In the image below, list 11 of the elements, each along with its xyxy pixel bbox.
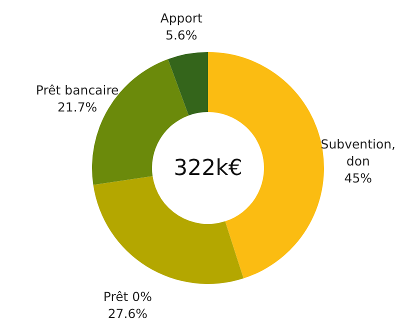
text: 322k€ <box>174 156 242 181</box>
data-label: 27.6% <box>108 306 148 322</box>
donut-slice <box>168 52 208 116</box>
donut-slice <box>93 176 244 284</box>
data-label: 21.7% <box>57 99 98 114</box>
slice-label: Subvention, don <box>320 136 396 168</box>
slice-label: Prêt 0% <box>103 289 152 304</box>
data-label: 45% <box>344 170 372 186</box>
slice-label: Prêt bancaire <box>36 82 120 98</box>
data-label: 5.6% <box>165 27 198 42</box>
slice-label: Apport <box>160 10 203 26</box>
